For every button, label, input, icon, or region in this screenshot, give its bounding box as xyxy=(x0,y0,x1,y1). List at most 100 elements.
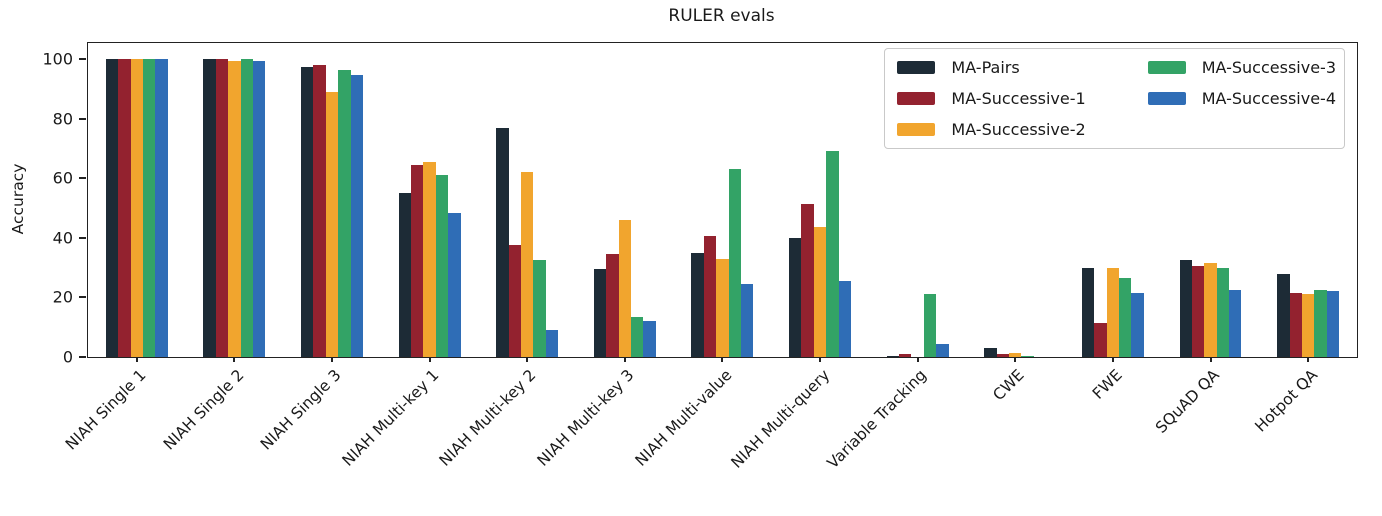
bar-ma-successive-2 xyxy=(521,172,534,357)
bar-ma-successive-3 xyxy=(338,69,351,357)
legend-label: MA-Successive-1 xyxy=(951,89,1086,108)
bar-ma-successive-2 xyxy=(1106,267,1120,357)
bar-ma-successive-1 xyxy=(1094,322,1107,357)
bar-ma-successive-1 xyxy=(606,254,619,357)
bar-ma-successive-1 xyxy=(215,59,229,357)
x-tick-mark xyxy=(1111,357,1114,362)
x-tick-mark xyxy=(526,357,529,362)
x-tick-label: Variable Tracking xyxy=(824,366,931,473)
bar-ma-successive-2 xyxy=(1301,294,1315,357)
bars xyxy=(984,43,1046,357)
bars xyxy=(593,43,656,357)
legend-swatch xyxy=(897,61,936,74)
x-tick-label: NIAH Multi-query xyxy=(727,366,833,472)
bar-ma-successive-2 xyxy=(130,59,143,357)
x-tick-mark xyxy=(1014,357,1017,362)
bar-ma-successive-4 xyxy=(545,330,559,357)
bar-group: NIAH Single 2 xyxy=(160,43,284,454)
bar-ma-pairs xyxy=(203,59,216,357)
legend-label: MA-Pairs xyxy=(951,58,1020,77)
bar-ma-successive-2 xyxy=(228,60,241,357)
x-tick-label: NIAH Multi-key 1 xyxy=(338,366,443,470)
bar-ma-successive-1 xyxy=(508,245,522,357)
x-tick-mark xyxy=(623,357,626,362)
bar-ma-successive-3 xyxy=(240,59,253,357)
bar-ma-successive-4 xyxy=(741,284,754,357)
bar-group: SQuAD QA xyxy=(1152,43,1260,437)
bars xyxy=(301,43,363,357)
y-tick-label: 0 xyxy=(62,347,73,367)
bar-ma-successive-3 xyxy=(533,260,546,357)
plot-area: MA-Pairs MA-Successive-1 MA-Successive-2 MA… xyxy=(42,42,1358,472)
x-tick-label: NIAH Single 3 xyxy=(257,366,345,454)
legend-item: MA-Successive-1 xyxy=(897,83,1086,114)
bars xyxy=(1277,43,1340,357)
x-tick-label: NIAH Single 1 xyxy=(62,366,150,454)
bar-ma-successive-4 xyxy=(253,60,266,357)
legend-swatch xyxy=(1147,61,1186,74)
x-tick-mark xyxy=(233,357,236,362)
bars xyxy=(691,43,754,357)
legend-item: MA-Successive-4 xyxy=(1147,83,1336,114)
bar-ma-successive-4 xyxy=(1326,291,1340,357)
bar-group: Variable Tracking xyxy=(824,43,967,472)
legend-item: MA-Successive-3 xyxy=(1147,52,1336,83)
bar-group: Hotpot QA xyxy=(1251,43,1357,436)
bar-ma-successive-3 xyxy=(923,294,937,357)
legend-label: MA-Successive-3 xyxy=(1201,58,1336,77)
y-axis-label: Accuracy xyxy=(9,163,27,235)
bar-ma-successive-4 xyxy=(155,59,168,357)
legend-swatch xyxy=(897,92,936,105)
y-tick-label: 60 xyxy=(52,168,73,188)
x-tick-mark xyxy=(135,357,138,362)
x-tick-label: NIAH Multi-value xyxy=(631,366,736,470)
legend-label: MA-Successive-4 xyxy=(1201,89,1336,108)
x-tick-label: Hotpot QA xyxy=(1251,366,1321,436)
y-tick-mark: 60 xyxy=(53,169,86,188)
bar-ma-pairs xyxy=(1081,267,1095,357)
bar-ma-successive-4 xyxy=(838,281,852,357)
bar-group: NIAH Single 3 xyxy=(257,43,381,454)
x-tick-mark xyxy=(428,357,431,362)
x-tick-label: SQuAD QA xyxy=(1152,366,1224,437)
bar-ma-successive-3 xyxy=(435,175,449,357)
bar-ma-pairs xyxy=(1179,260,1192,357)
bar-ma-pairs xyxy=(105,59,119,357)
bar-group: NIAH Multi-key 3 xyxy=(534,43,674,470)
bars xyxy=(886,43,949,357)
legend-item: MA-Successive-2 xyxy=(897,114,1086,145)
bar-group: NIAH Multi-key 2 xyxy=(436,43,576,470)
y-tick-mark: 0 xyxy=(63,348,86,367)
bar-ma-successive-2 xyxy=(618,219,632,357)
bar-ma-successive-2 xyxy=(716,258,729,357)
bar-ma-successive-2 xyxy=(423,161,436,357)
bar-ma-successive-4 xyxy=(936,343,949,357)
y-tick-mark: 40 xyxy=(53,228,86,247)
bar-ma-successive-1 xyxy=(1289,292,1302,357)
y-tick-mark: 100 xyxy=(42,50,86,69)
bar-ma-successive-1 xyxy=(1191,266,1205,357)
bar-ma-successive-2 xyxy=(813,227,827,357)
bar-ma-pairs xyxy=(691,252,704,357)
x-tick-label: FWE xyxy=(1088,366,1126,403)
bar-group: CWE xyxy=(966,43,1064,404)
x-tick-mark xyxy=(819,357,822,362)
y-tick-label: 80 xyxy=(52,109,73,129)
bar-ma-successive-1 xyxy=(118,59,131,357)
bar-ma-pairs xyxy=(789,237,802,357)
bar-ma-successive-1 xyxy=(411,164,424,357)
chart-title: RULER evals xyxy=(668,6,775,26)
x-tick-mark xyxy=(916,357,919,362)
x-tick-label: CWE xyxy=(989,366,1029,405)
legend-swatch xyxy=(897,123,936,136)
bar-ma-successive-2 xyxy=(325,91,339,357)
x-tick-label: NIAH Single 2 xyxy=(159,366,248,454)
x-tick-label: NIAH Multi-key 2 xyxy=(436,366,540,470)
bars xyxy=(1081,43,1144,357)
x-tick-mark xyxy=(331,357,334,362)
bar-ma-pairs xyxy=(593,269,607,357)
bars xyxy=(789,43,852,357)
bar-ma-pairs xyxy=(496,127,509,357)
